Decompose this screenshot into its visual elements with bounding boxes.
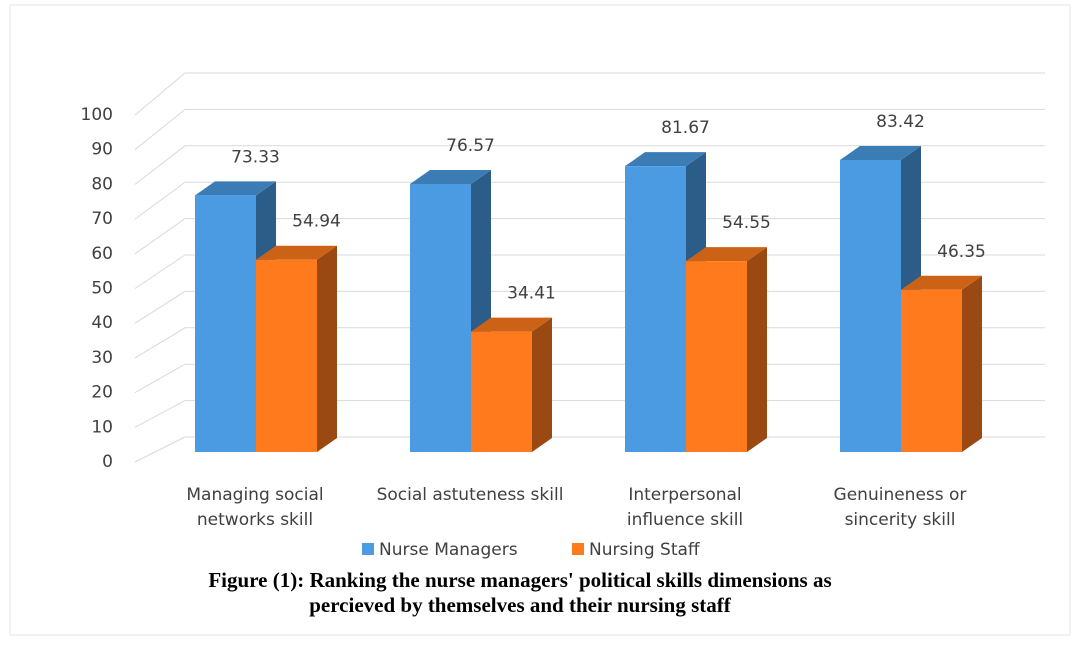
bar-front bbox=[410, 184, 471, 452]
bar-side bbox=[317, 245, 337, 452]
bar-front bbox=[625, 166, 686, 452]
y-tick-label: 70 bbox=[91, 209, 113, 229]
bar-front bbox=[686, 261, 747, 452]
legend-swatch bbox=[362, 543, 374, 555]
grid-line bbox=[134, 218, 1045, 255]
x-tick-label: Managing social networks skill bbox=[186, 485, 324, 530]
bar-top bbox=[840, 146, 921, 161]
legend-label: Nurse Managers bbox=[379, 540, 518, 560]
bar bbox=[686, 247, 767, 452]
value-label: 54.55 bbox=[722, 213, 771, 233]
value-label: 76.57 bbox=[446, 136, 495, 156]
chart-title: Figure (1): Ranking the nurse managers' … bbox=[208, 568, 832, 617]
grid-line bbox=[134, 181, 1045, 220]
bar bbox=[471, 317, 552, 452]
y-tick-label: 50 bbox=[91, 279, 113, 299]
value-label: 34.41 bbox=[507, 284, 556, 304]
bar-top bbox=[471, 317, 552, 332]
legend-label: Nursing Staff bbox=[589, 540, 701, 560]
x-tick-label: Interpersonal influence skill bbox=[626, 485, 744, 530]
y-tick-label: 20 bbox=[91, 383, 113, 403]
value-label: 81.67 bbox=[661, 118, 710, 138]
bar-top bbox=[901, 275, 982, 290]
bar-top bbox=[195, 181, 276, 196]
legend-swatch bbox=[572, 543, 584, 555]
y-tick-label: 60 bbox=[91, 244, 113, 264]
bar-front bbox=[840, 160, 901, 452]
y-tick-label: 40 bbox=[91, 313, 113, 333]
y-tick-label: 100 bbox=[81, 105, 113, 125]
y-tick-label: 30 bbox=[91, 348, 113, 368]
bar bbox=[901, 275, 982, 452]
value-label: 46.35 bbox=[937, 242, 986, 262]
bar-top bbox=[625, 152, 706, 167]
bar-side bbox=[962, 275, 982, 452]
bar-front bbox=[901, 289, 962, 452]
bar-top bbox=[686, 247, 767, 262]
value-label: 54.94 bbox=[292, 212, 341, 232]
bar-front bbox=[195, 195, 256, 452]
grid-line bbox=[134, 72, 1045, 116]
grid-line bbox=[134, 108, 1045, 151]
chart-frame bbox=[9, 4, 1071, 636]
value-label: 83.42 bbox=[876, 112, 925, 132]
value-label: 73.33 bbox=[231, 147, 280, 167]
y-tick-label: 10 bbox=[91, 417, 113, 437]
y-tick-label: 80 bbox=[91, 174, 113, 194]
bar-top bbox=[410, 170, 491, 185]
bar bbox=[256, 245, 337, 452]
x-tick-label: Genuineness or sincerity skill bbox=[833, 485, 967, 530]
bar-top bbox=[256, 245, 337, 260]
grid-line bbox=[134, 145, 1045, 185]
bar-side bbox=[747, 247, 767, 452]
y-tick-label: 0 bbox=[102, 452, 113, 472]
y-tick-label: 90 bbox=[91, 140, 113, 160]
bar-side bbox=[532, 317, 552, 452]
bar-front bbox=[471, 331, 532, 452]
x-tick-label: Social astuteness skill bbox=[376, 485, 564, 505]
bar-front bbox=[256, 259, 317, 452]
